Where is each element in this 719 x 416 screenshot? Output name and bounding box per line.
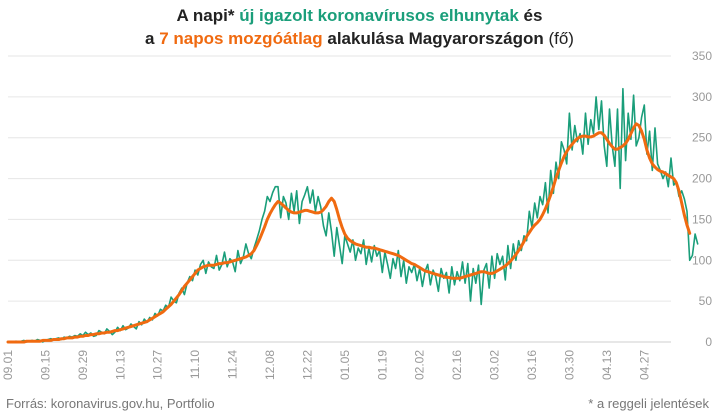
x-tick-label: 04.27 xyxy=(637,350,651,380)
y-tick-label: 150 xyxy=(692,212,712,226)
x-axis-ticks: 09.01 09.15 09.29 10.13 10.27 11.10 11.24 12.08… xyxy=(1,350,651,380)
series-layer xyxy=(6,87,699,344)
x-tick-label: 03.16 xyxy=(525,350,539,380)
x-tick-label: 03.02 xyxy=(488,350,502,380)
y-axis-ticks: 0 50 100 150 200 250 300 350 xyxy=(692,49,712,349)
x-tick-label: 10.13 xyxy=(113,350,127,380)
y-tick-label: 300 xyxy=(692,90,712,104)
x-tick-label: 12.22 xyxy=(300,350,314,380)
x-tick-label: 09.15 xyxy=(38,350,52,380)
source-note: Forrás: koronavirus.gov.hu, Portfolio xyxy=(6,396,215,411)
title-part: a xyxy=(145,29,160,48)
y-tick-label: 200 xyxy=(692,172,712,186)
x-tick-label: 02.16 xyxy=(450,350,464,380)
footnote: * a reggeli jelentések xyxy=(588,396,709,411)
y-tick-label: 50 xyxy=(699,294,713,308)
average-series-line xyxy=(6,122,692,344)
x-tick-label: 04.13 xyxy=(600,350,614,380)
chart-title-line-1: A napi* új igazolt koronavírusos elhunyt… xyxy=(0,4,719,27)
title-part: alakulása Magyarországon xyxy=(322,29,549,48)
y-tick-label: 100 xyxy=(692,253,712,267)
title-unit: (fő) xyxy=(548,29,574,48)
y-tick-label: 0 xyxy=(705,335,712,349)
x-tick-label: 09.01 xyxy=(1,350,15,380)
x-tick-label: 11.24 xyxy=(226,350,240,379)
title-part: és xyxy=(518,6,543,25)
x-tick-label: 09.29 xyxy=(76,350,90,380)
x-tick-label: 02.02 xyxy=(413,350,427,380)
title-highlight-average: 7 napos mozgóátlag xyxy=(159,29,323,48)
y-tick-label: 350 xyxy=(692,49,712,63)
x-tick-label: 03.30 xyxy=(562,350,576,380)
daily-series-line xyxy=(7,87,699,343)
y-tick-label: 250 xyxy=(692,131,712,145)
chart-title: A napi* új igazolt koronavírusos elhunyt… xyxy=(0,4,719,50)
chart-title-line-2: a 7 napos mozgóátlag alakulása Magyarors… xyxy=(0,27,719,50)
x-tick-label: 12.08 xyxy=(263,350,277,380)
x-tick-label: 01.05 xyxy=(338,350,352,380)
title-part: A napi* xyxy=(176,6,240,25)
grid-layer xyxy=(8,55,671,343)
x-tick-label: 10.27 xyxy=(151,350,165,380)
x-tick-label: 11.10 xyxy=(188,350,202,379)
title-highlight-daily: új igazolt koronavírusos elhunytak xyxy=(239,6,519,25)
x-tick-label: 01.19 xyxy=(375,350,389,380)
